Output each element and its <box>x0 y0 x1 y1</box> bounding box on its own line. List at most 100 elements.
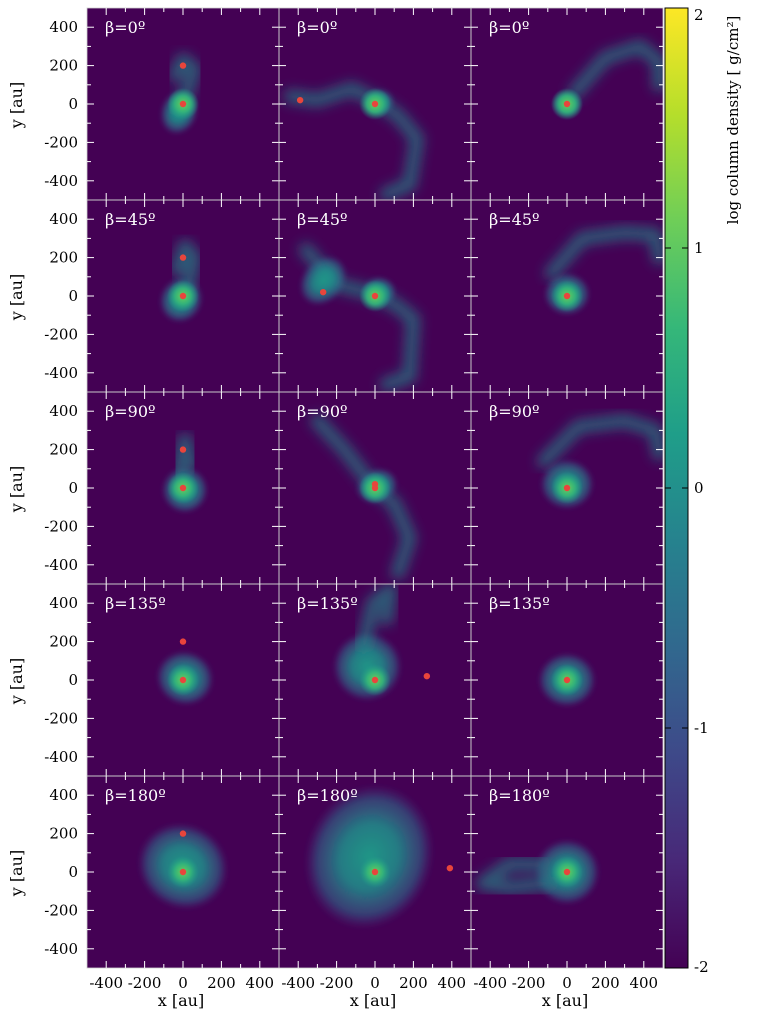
x-tick-label: 0 <box>370 974 380 992</box>
y-tick-label: 0 <box>68 479 78 497</box>
companion-star-marker <box>179 830 187 837</box>
panel-label: β=45º <box>297 210 348 229</box>
density-panel: β=135º <box>87 584 279 776</box>
y-axis-label: y [au] <box>7 658 26 705</box>
panel-label: β=180º <box>489 786 550 805</box>
colorbar-label: log column density[ g/cm²] <box>724 16 742 225</box>
y-tick-label: -200 <box>44 325 78 343</box>
density-panel: β=180º <box>87 776 279 968</box>
y-tick-label: 200 <box>49 441 78 459</box>
companion-star-marker <box>179 254 187 261</box>
panel-label: β=90º <box>489 402 540 421</box>
central-star-marker <box>371 676 379 684</box>
y-tick-label: 400 <box>49 402 78 420</box>
panel-label: β=45º <box>489 210 540 229</box>
companion-star-marker <box>179 62 187 69</box>
y-tick-label: -200 <box>44 709 78 727</box>
panel-label: β=180º <box>297 786 358 805</box>
central-star-marker <box>563 484 571 492</box>
axes: -400 -200 0 200 400 -400 -200 0 200 400 -400 -200 0 2… <box>44 7 664 992</box>
y-axis-label: y [au] <box>7 274 26 321</box>
y-tick-label: -200 <box>44 901 78 919</box>
x-tick-label: 400 <box>245 974 274 992</box>
density-panel: β=0º <box>471 8 663 200</box>
panel-label: β=180º <box>105 786 166 805</box>
companion-star-marker <box>446 864 454 872</box>
gas-structure <box>543 225 663 316</box>
panel-label: β=0º <box>297 18 337 37</box>
central-star-marker <box>371 292 379 300</box>
y-tick-label: 200 <box>49 57 78 75</box>
colorbar-tick-label: 2 <box>694 6 704 24</box>
y-tick-label: 0 <box>68 95 78 113</box>
y-tick-label: 400 <box>49 18 78 36</box>
density-panel: β=0º <box>87 8 279 200</box>
gas-structure <box>537 413 663 510</box>
density-panel: β=45º <box>87 200 279 392</box>
y-tick-label: 0 <box>68 287 78 305</box>
spiral-arm <box>544 225 663 280</box>
y-tick-label: 400 <box>49 594 78 612</box>
colorbar-tick-label: -2 <box>694 958 709 976</box>
y-tick-label: 400 <box>49 210 78 228</box>
gas-structure <box>332 584 431 702</box>
companion-star-marker <box>319 288 327 296</box>
y-tick-label: 0 <box>68 671 78 689</box>
disk-blob <box>299 255 347 306</box>
panel-label: β=135º <box>297 594 358 613</box>
x-tick-label: 200 <box>207 974 236 992</box>
y-tick-label: 200 <box>49 825 78 843</box>
companion-star-marker <box>179 446 187 453</box>
colorbar: 2 1 0 -1 -2 log column density[ g/cm²] <box>664 6 742 976</box>
y-tick-label: -400 <box>44 940 78 958</box>
companion-star-marker <box>179 638 187 645</box>
density-panel: β=45º <box>279 200 471 392</box>
central-star-marker <box>179 868 187 876</box>
density-panel: β=90º <box>279 392 471 584</box>
gas-structure <box>298 242 421 392</box>
panel-label: β=0º <box>105 18 145 37</box>
x-axis-label: x [au] <box>542 991 588 1010</box>
gas-structure <box>475 839 600 905</box>
density-panel: β=135º <box>279 584 471 776</box>
panel-label: β=90º <box>297 402 348 421</box>
y-axis-label: y [au] <box>7 82 26 129</box>
companion-star-marker <box>371 480 379 488</box>
gas-structure <box>159 239 203 323</box>
x-tick-label: -400 <box>281 974 315 992</box>
central-star-marker <box>563 292 571 300</box>
gas-structure <box>156 638 214 706</box>
y-axis-label: y [au] <box>7 466 26 513</box>
y-tick-label: 400 <box>49 786 78 804</box>
x-tick-label: -400 <box>89 974 123 992</box>
panel-label: β=0º <box>489 18 529 37</box>
disk-blob <box>304 784 434 929</box>
x-tick-label: -200 <box>128 974 162 992</box>
gas-structure <box>161 433 208 513</box>
central-star-marker <box>563 100 571 108</box>
y-tick-label: 200 <box>49 249 78 267</box>
panel-grid: β=0º β=0º β=0º β=45º β=45º β=45º β=90º β=90º β=9… <box>87 8 663 968</box>
x-tick-label: -400 <box>473 974 507 992</box>
x-tick-label: 400 <box>437 974 466 992</box>
spiral-arm <box>537 413 663 469</box>
spiral-arm <box>356 584 398 653</box>
central-star-marker <box>179 484 187 492</box>
x-axis-label: x [au] <box>158 991 204 1010</box>
density-panel: β=90º <box>471 392 663 584</box>
spiral-arm <box>172 433 198 480</box>
x-tick-label: -200 <box>512 974 546 992</box>
density-panel: β=180º <box>279 776 471 968</box>
y-tick-label: 0 <box>68 863 78 881</box>
colorbar-tick-label: 1 <box>694 239 704 257</box>
gas-structure <box>310 413 417 580</box>
density-panel: β=0º <box>279 8 471 200</box>
x-tick-label: -200 <box>320 974 354 992</box>
spiral-arm <box>567 39 663 100</box>
gas-structure <box>551 39 663 120</box>
x-tick-label: 200 <box>399 974 428 992</box>
y-tick-label: -200 <box>44 517 78 535</box>
central-star-marker <box>179 676 187 684</box>
density-panel: β=90º <box>87 392 279 584</box>
